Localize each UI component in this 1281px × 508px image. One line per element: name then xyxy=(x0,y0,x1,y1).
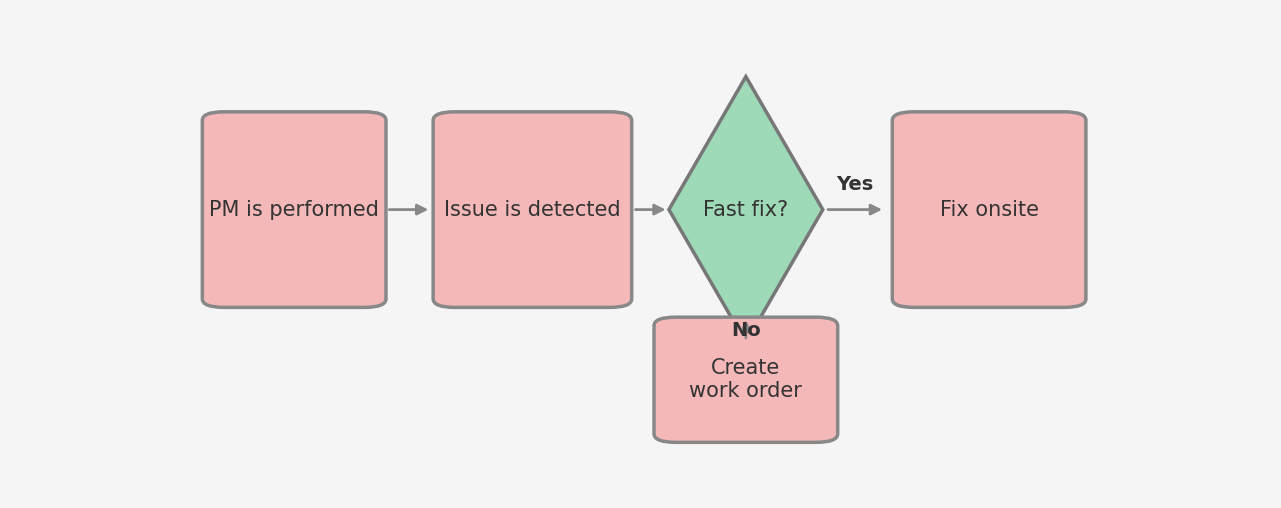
Text: PM is performed: PM is performed xyxy=(209,200,379,219)
Text: Fast fix?: Fast fix? xyxy=(703,200,789,219)
FancyBboxPatch shape xyxy=(202,112,386,307)
Text: Create
work order: Create work order xyxy=(689,358,802,401)
Text: Issue is detected: Issue is detected xyxy=(445,200,621,219)
FancyBboxPatch shape xyxy=(655,317,838,442)
Text: No: No xyxy=(731,322,761,340)
Text: Fix onsite: Fix onsite xyxy=(939,200,1039,219)
Text: Yes: Yes xyxy=(836,175,874,194)
FancyBboxPatch shape xyxy=(893,112,1086,307)
FancyBboxPatch shape xyxy=(433,112,632,307)
Polygon shape xyxy=(669,77,822,342)
